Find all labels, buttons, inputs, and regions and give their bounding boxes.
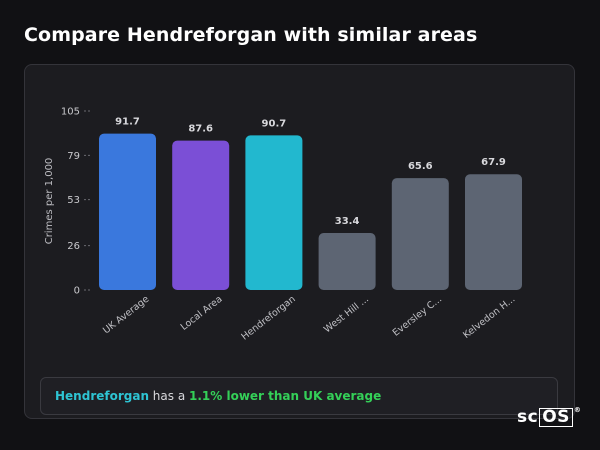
bar-value-label: 67.9 xyxy=(481,157,506,168)
note-middle-text: has a xyxy=(148,389,189,403)
logo-text-os: OS xyxy=(539,407,573,427)
x-category-label: UK Average xyxy=(101,294,151,337)
scos-logo: sc OS ® xyxy=(517,406,581,428)
note-place-name: Hendreforgan xyxy=(55,389,149,403)
y-tick-label: 105 xyxy=(61,107,80,118)
bar-value-label: 87.6 xyxy=(188,124,213,135)
y-axis-label: Crimes per 1,000 xyxy=(44,158,55,245)
y-tick-label: 26 xyxy=(67,241,80,252)
bar-4 xyxy=(318,233,376,290)
bar-5 xyxy=(391,178,449,290)
logo-text-sc: sc xyxy=(517,407,539,427)
bar-2 xyxy=(172,140,230,290)
y-tick-label: 79 xyxy=(67,151,80,162)
bar-value-label: 91.7 xyxy=(115,117,140,128)
registered-mark: ® xyxy=(573,406,582,414)
comparison-note: Hendreforgan has a 1.1% lower than UK av… xyxy=(40,377,558,415)
note-difference-text: 1.1% lower than UK average xyxy=(189,389,382,403)
x-category-label: Local Area xyxy=(179,294,225,333)
page-title: Compare Hendreforgan with similar areas xyxy=(24,24,478,46)
bar-1 xyxy=(99,133,156,290)
bar-value-label: 33.4 xyxy=(335,216,360,227)
x-category-label: Kelvedon H... xyxy=(461,294,517,341)
bar-value-label: 90.7 xyxy=(262,118,287,129)
bar-3 xyxy=(245,135,303,290)
x-category-label: West Hill ... xyxy=(322,294,371,336)
y-tick-label: 0 xyxy=(74,286,80,297)
bar-6 xyxy=(465,174,522,290)
bar-value-label: 65.6 xyxy=(408,161,433,172)
x-category-label: Hendreforgan xyxy=(239,294,297,343)
x-category-label: Eversley C... xyxy=(391,294,444,339)
y-tick-label: 53 xyxy=(67,195,80,206)
